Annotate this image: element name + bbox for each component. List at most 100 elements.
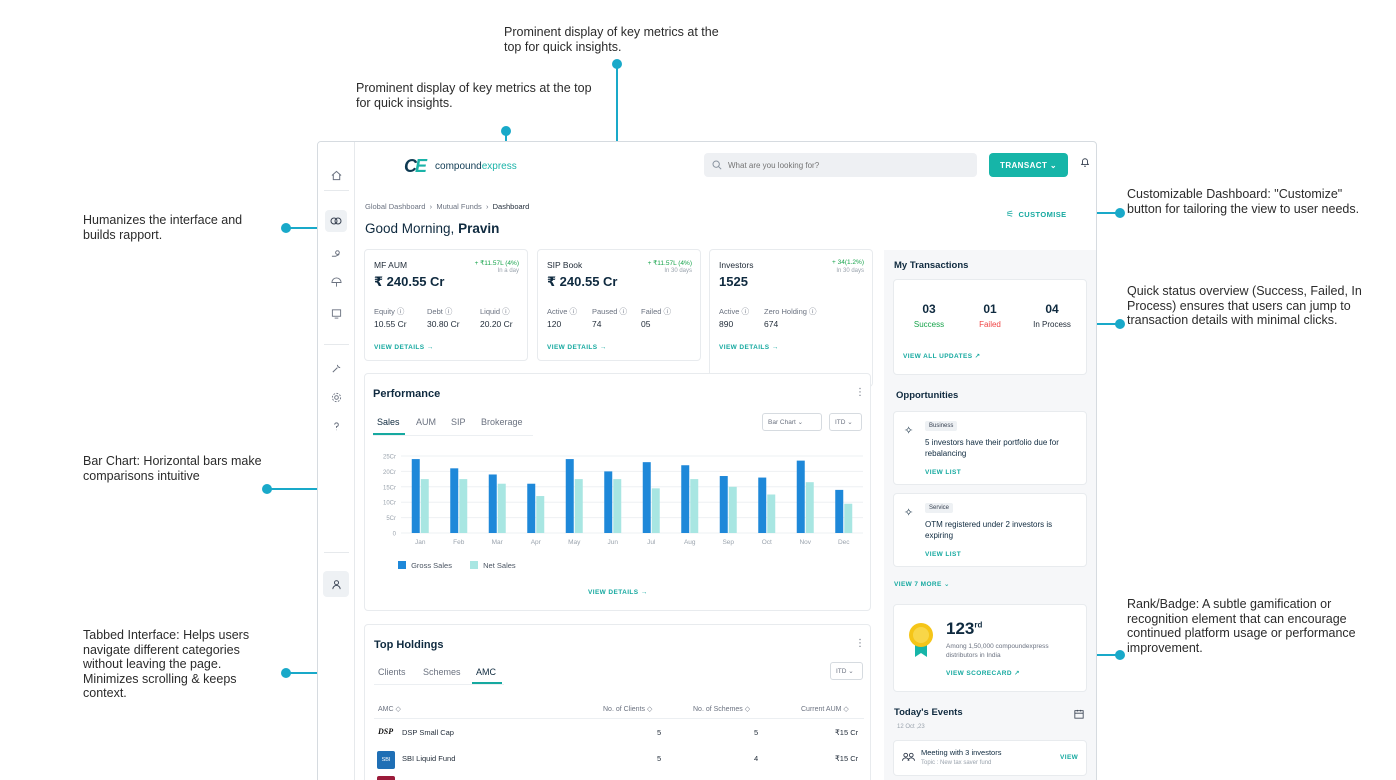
kpi-label: Investors: [719, 260, 754, 270]
kpi-sub-value: 10.55 Cr: [374, 319, 407, 329]
view-event-link[interactable]: VIEW: [1060, 754, 1079, 761]
settings-gear-icon[interactable]: [325, 386, 347, 408]
notification-bell-icon[interactable]: [1080, 157, 1090, 171]
column-header-amc[interactable]: AMC ◇: [378, 706, 401, 713]
kpi-change: + 34(1.2%): [832, 259, 864, 266]
x-tick-label: May: [568, 539, 581, 546]
transact-button[interactable]: TRANSACT ⌄: [989, 153, 1068, 177]
breadcrumb-item[interactable]: Mutual Funds: [436, 202, 482, 211]
opportunity-card-business[interactable]: ✧ Business 5 investors have their portfo…: [893, 411, 1087, 485]
bar-net-sales: [420, 479, 429, 533]
period-select[interactable]: ITD ⌄: [829, 413, 862, 431]
current-aum: ₹15 Cr: [835, 754, 859, 763]
view-details-link[interactable]: VIEW DETAILS →: [374, 344, 434, 351]
view-list-link[interactable]: VIEW LIST: [925, 469, 962, 476]
bar-net-sales: [459, 479, 468, 533]
greeting: Good Morning, Pravin: [365, 221, 499, 236]
sparkle-icon: ✧: [904, 425, 914, 437]
kpi-value: ₹ 240.55 Cr: [374, 274, 445, 289]
view-list-link[interactable]: VIEW LIST: [925, 551, 962, 558]
reports-icon[interactable]: [325, 302, 347, 324]
client-count: 5: [657, 754, 662, 763]
tab-amc[interactable]: AMC: [476, 667, 496, 677]
view-details-link[interactable]: VIEW DETAILS →: [547, 344, 607, 351]
event-card[interactable]: Meeting with 3 investors Topic : New tax…: [893, 740, 1087, 776]
brand-logo[interactable]: CE compoundexpress: [404, 156, 517, 177]
umbrella-icon[interactable]: [325, 271, 347, 293]
kpi-sub-value: 890: [719, 319, 734, 329]
holdings-period-select[interactable]: ITD ⌄: [830, 662, 863, 680]
tab-sip[interactable]: SIP: [451, 417, 466, 427]
view-all-updates-link[interactable]: VIEW ALL UPDATES ↗: [903, 353, 981, 360]
mutual-funds-icon[interactable]: [325, 210, 347, 232]
kpi-card-investors[interactable]: Investors 1525 + 34(1.2%) In 30 days Act…: [709, 249, 873, 387]
kpi-card-sip-book[interactable]: SIP Book ₹ 240.55 Cr + ₹11.57L (4%) In 3…: [537, 249, 701, 361]
home-icon[interactable]: [325, 164, 347, 186]
opportunities-title: Opportunities: [896, 390, 959, 401]
view-more-link[interactable]: VIEW 7 MORE ⌄: [894, 581, 950, 588]
kpi-sub-label: Paused ⓘ: [592, 307, 628, 316]
search-bar[interactable]: [704, 153, 977, 177]
calendar-icon[interactable]: [1074, 706, 1084, 724]
column-header-schemes[interactable]: No. of Schemes ◇: [693, 706, 751, 713]
view-details-link[interactable]: VIEW DETAILS →: [719, 344, 779, 351]
table-header-divider: [374, 718, 864, 719]
investment-hand-icon[interactable]: [325, 242, 347, 264]
bar-net-sales: [844, 503, 853, 533]
stat-count: 03: [922, 302, 936, 316]
x-tick-label: Apr: [531, 539, 542, 546]
more-options-icon[interactable]: ⋮: [855, 638, 865, 649]
amc-logo-dsp: DSP: [378, 727, 394, 736]
kpi-sub-label: Failed ⓘ: [641, 307, 672, 316]
greeting-prefix: Good Morning,: [365, 221, 459, 236]
tab-clients[interactable]: Clients: [378, 667, 406, 677]
transaction-stat-failed[interactable]: 01 Failed: [964, 302, 1016, 329]
top-holdings-title: Top Holdings: [374, 639, 444, 651]
annotation-customizable: Customizable Dashboard: "Customize" butt…: [1127, 187, 1360, 216]
column-header-aum[interactable]: Current AUM ◇: [801, 706, 849, 713]
top-holdings-card: Top Holdings ⋮ Clients Schemes AMC ITD ⌄…: [364, 624, 871, 780]
bar-gross-sales: [835, 489, 844, 533]
annotation-line: [1082, 212, 1118, 214]
column-header-clients[interactable]: No. of Clients ◇: [603, 706, 653, 713]
brand-suffix: express: [481, 161, 517, 172]
tab-sales[interactable]: Sales: [377, 417, 400, 427]
bar-gross-sales: [796, 460, 805, 533]
table-row[interactable]: DSP DSP Small Cap 5 5 ₹15 Cr: [365, 724, 872, 746]
bar-gross-sales: [681, 465, 690, 533]
tab-brokerage[interactable]: Brokerage: [481, 417, 523, 427]
rank-description: Among 1,50,000 compoundexpress distribut…: [946, 643, 1049, 659]
table-row[interactable]: SBI SBI Liquid Fund 5 4 ₹15 Cr: [365, 750, 872, 772]
amc-logo-sbi: SBI: [377, 751, 395, 769]
x-tick-label: Mar: [492, 539, 504, 546]
bar-gross-sales: [450, 468, 459, 533]
sliders-icon: ⚟: [1006, 209, 1015, 219]
bar-net-sales: [536, 496, 545, 533]
tools-icon[interactable]: [325, 357, 347, 379]
search-input[interactable]: [728, 160, 958, 170]
tab-schemes[interactable]: Schemes: [423, 667, 461, 677]
transaction-stat-in-process[interactable]: 04 In Process: [1024, 302, 1080, 329]
annotation-metrics-left: Prominent display of key metrics at the …: [356, 81, 592, 110]
view-scorecard-link[interactable]: VIEW SCORECARD ↗: [946, 670, 1020, 677]
y-tick-label: 10Cr: [383, 501, 396, 507]
tab-aum[interactable]: AUM: [416, 417, 436, 427]
breadcrumb-item[interactable]: Global Dashboard: [365, 202, 426, 211]
help-icon[interactable]: [325, 415, 347, 437]
transaction-stat-success[interactable]: 03 Success: [903, 302, 955, 329]
y-tick-label: 0: [393, 532, 397, 538]
customise-button[interactable]: ⚟ CUSTOMISE: [1006, 209, 1067, 220]
breadcrumb: Global Dashboard › Mutual Funds › Dashbo…: [365, 202, 529, 211]
kpi-card-mf-aum[interactable]: MF AUM ₹ 240.55 Cr + ₹11.57L (4%) In a d…: [364, 249, 528, 361]
performance-view-details-link[interactable]: VIEW DETAILS →: [588, 589, 648, 596]
user-profile-icon[interactable]: [323, 571, 349, 597]
kpi-sub-label: Zero Holding ⓘ: [764, 307, 817, 316]
stat-label: Success: [913, 320, 945, 329]
opportunity-card-service[interactable]: ✧ Service OTM registered under 2 investo…: [893, 493, 1087, 567]
bar-net-sales: [767, 494, 776, 533]
chart-type-select[interactable]: Bar Chart ⌄: [762, 413, 822, 431]
kpi-period: In 30 days: [664, 268, 692, 274]
more-options-icon[interactable]: ⋮: [855, 387, 865, 398]
right-panel: My Transactions 03 Success 01 Failed 04 …: [884, 250, 1096, 780]
x-tick-label: Jan: [415, 539, 426, 546]
